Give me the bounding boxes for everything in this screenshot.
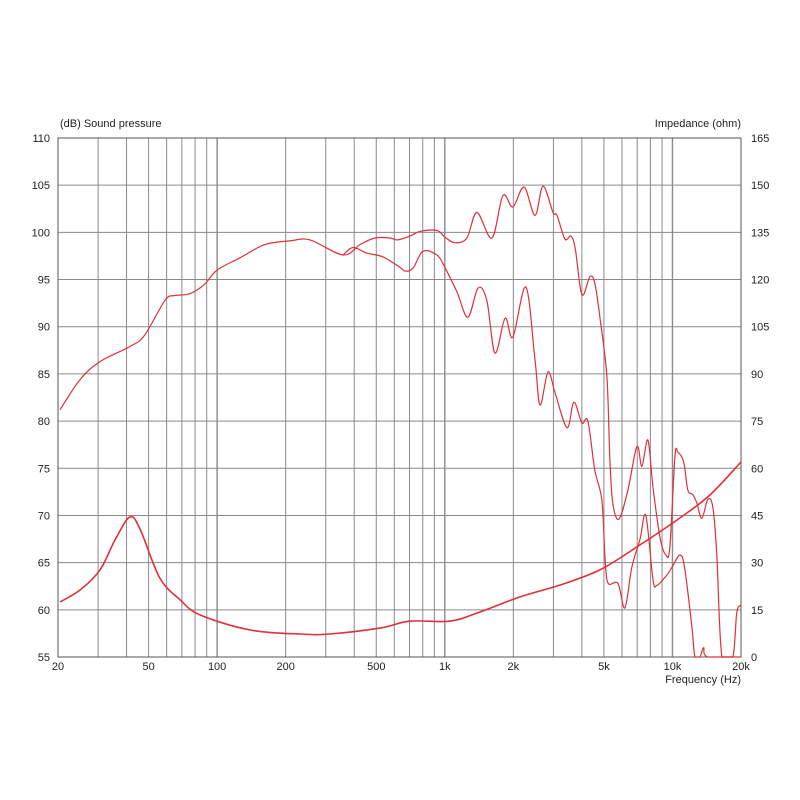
- x-tick-label: 20k: [732, 661, 750, 673]
- x-tick-label: 5k: [598, 661, 610, 673]
- y-left-tick-label: 60: [38, 605, 50, 617]
- x-tick-label: 200: [276, 661, 294, 673]
- x-tick-label: 20: [52, 661, 64, 673]
- x-tick-label: 100: [208, 661, 226, 673]
- y-left-tick-label: 65: [38, 558, 50, 570]
- y-right-tick-label: 165: [751, 133, 769, 145]
- y-right-tick-label: 105: [751, 322, 769, 334]
- y-right-tick-label: 150: [751, 180, 769, 192]
- tick-labels: 55 60 65 70 75 80 85 90 95 100 105 110 0 15 30 45 60 75 90…: [32, 133, 770, 673]
- y-right-tick-label: 45: [751, 510, 763, 522]
- impedance-curve: [59, 461, 742, 636]
- x-axis-title: Frequency (Hz): [665, 674, 741, 686]
- y-right-tick-label: 75: [751, 416, 763, 428]
- y-right-tick-label: 60: [751, 463, 763, 475]
- y-right-tick-label: 120: [751, 275, 769, 287]
- y-left-tick-label: 95: [38, 275, 50, 287]
- y-left-tick-label: 105: [32, 180, 50, 192]
- left-axis-title: (dB) Sound pressure: [60, 118, 162, 130]
- x-tick-label: 2k: [508, 661, 520, 673]
- y-left-tick-label: 80: [38, 416, 50, 428]
- y-right-tick-label: 30: [751, 558, 763, 570]
- y-left-tick-label: 70: [38, 510, 50, 522]
- right-axis-title: Impedance (ohm): [655, 118, 741, 130]
- x-tick-label: 10k: [664, 661, 682, 673]
- spl-curve-1: [59, 185, 742, 658]
- series-group: [59, 185, 742, 658]
- y-left-tick-label: 100: [32, 227, 50, 239]
- x-tick-label: 500: [367, 661, 385, 673]
- spl-curve-2: [342, 246, 741, 658]
- y-right-tick-label: 0: [751, 652, 757, 664]
- x-tick-label: 1k: [439, 661, 451, 673]
- x-tick-label: 50: [142, 661, 154, 673]
- y-right-tick-label: 15: [751, 605, 763, 617]
- y-left-tick-label: 75: [38, 463, 50, 475]
- y-left-tick-label: 110: [32, 133, 50, 145]
- y-left-tick-label: 85: [38, 369, 50, 381]
- y-right-tick-label: 135: [751, 227, 769, 239]
- plot-frame: [57, 137, 742, 658]
- y-right-tick-label: 90: [751, 369, 763, 381]
- grid: [57, 137, 742, 658]
- y-left-tick-label: 55: [38, 652, 50, 664]
- y-left-tick-label: 90: [38, 322, 50, 334]
